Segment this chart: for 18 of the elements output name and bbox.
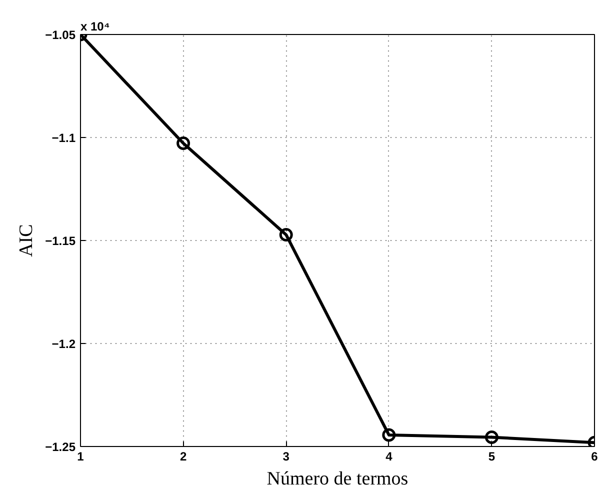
y-axis-title: AIC	[16, 224, 38, 257]
x-tick-label: 3	[282, 450, 290, 464]
x-tick-label: 6	[591, 450, 598, 464]
y-tick-label: −1.15	[45, 234, 76, 248]
y-tick-label: −1.25	[45, 440, 76, 454]
x-tick-label: 1	[77, 450, 84, 464]
y-tick-label: −1.1	[52, 131, 76, 145]
y-tick-label: −1.2	[52, 337, 76, 351]
x-tick-label: 5	[488, 450, 496, 464]
x-tick-label: 4	[386, 450, 393, 464]
x-axis-title: Número de termos	[266, 468, 408, 490]
y-tick-label: −1.05	[45, 28, 76, 42]
text: x 10⁴	[80, 20, 110, 34]
point	[176, 136, 190, 150]
point	[382, 428, 396, 442]
point	[279, 228, 293, 242]
x-tick-label: 2	[180, 450, 187, 464]
point	[484, 430, 498, 444]
